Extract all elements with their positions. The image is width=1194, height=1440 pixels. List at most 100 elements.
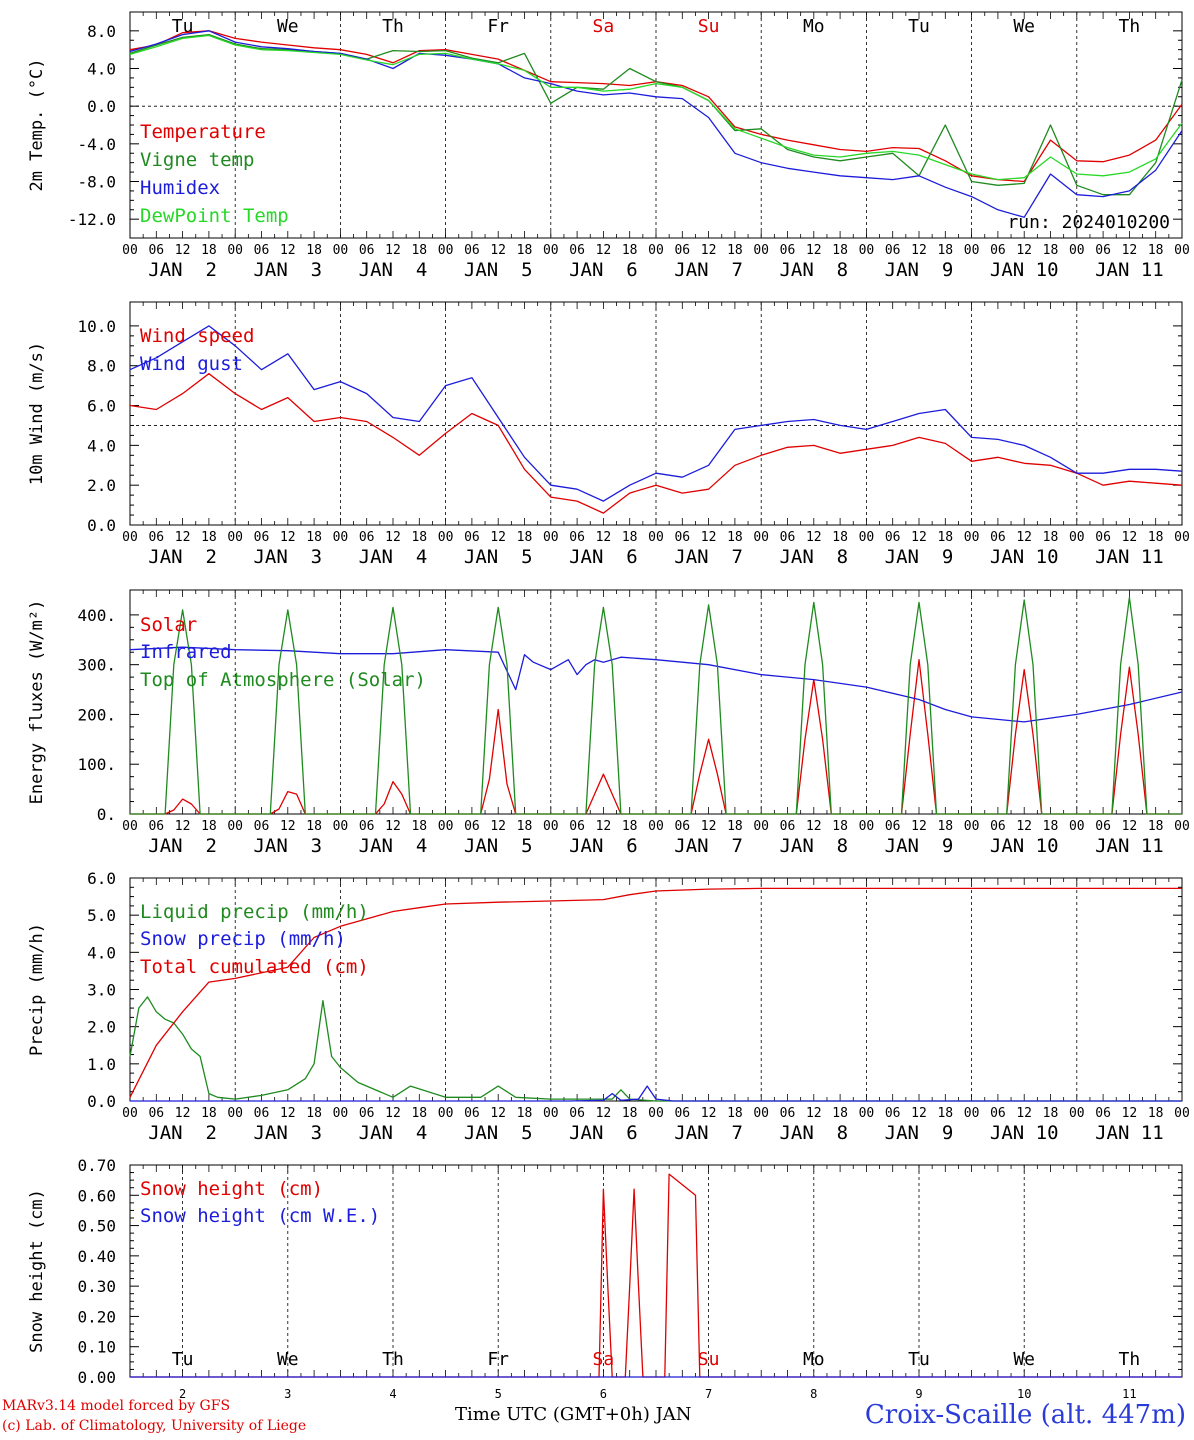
- day-number-label: 3: [284, 1387, 291, 1401]
- hour-tick-label: 00: [648, 243, 664, 258]
- y-tick-label: 0.30: [77, 1277, 116, 1296]
- weekday-label: Th: [382, 16, 404, 37]
- weekday-label: Th: [382, 1349, 404, 1370]
- hour-tick-label: 18: [201, 1106, 217, 1121]
- hour-tick-label: 12: [701, 530, 717, 545]
- hour-tick-label: 00: [333, 1106, 349, 1121]
- hour-tick-label: 12: [490, 530, 506, 545]
- hour-tick-label: 06: [464, 1106, 480, 1121]
- hour-tick-label: 00: [648, 1106, 664, 1121]
- day-number-label: 4: [389, 1387, 396, 1401]
- y-tick-label: 6.0: [87, 397, 116, 416]
- hour-tick-label: 00: [227, 1106, 243, 1121]
- hour-tick-label: 12: [1016, 1106, 1032, 1121]
- hour-tick-label: 06: [1095, 243, 1111, 258]
- hour-tick-label: 18: [1043, 243, 1059, 258]
- day-number-label: 9: [915, 1387, 922, 1401]
- legend-entry: Vigne temp: [140, 149, 254, 171]
- y-tick-label: 0.00: [77, 1368, 116, 1387]
- hour-tick-label: 18: [727, 819, 743, 834]
- date-label: JAN 4: [359, 546, 428, 568]
- hour-tick-label: 00: [122, 1106, 138, 1121]
- hour-tick-label: 12: [490, 243, 506, 258]
- hour-tick-label: 12: [806, 1106, 822, 1121]
- hour-tick-label: 00: [1069, 530, 1085, 545]
- series-line-1-3: [129, 30, 1183, 218]
- series-line-1-4: [129, 34, 1183, 181]
- hour-tick-label: 12: [175, 819, 191, 834]
- day-number-label: 5: [495, 1387, 502, 1401]
- y-axis-label: 10m Wind (m/s): [27, 342, 47, 485]
- hour-tick-label: 00: [859, 819, 875, 834]
- hour-tick-label: 00: [227, 243, 243, 258]
- y-axis-label: Energy fluxes (W/m²): [27, 600, 47, 805]
- hour-tick-label: 18: [937, 530, 953, 545]
- y-tick-label: 3.0: [87, 981, 116, 1000]
- date-label: JAN 2: [148, 259, 217, 281]
- y-tick-label: 200.: [77, 705, 116, 724]
- hour-tick-label: 12: [1122, 530, 1138, 545]
- hour-tick-label: 18: [411, 1106, 427, 1121]
- hour-tick-label: 06: [254, 530, 270, 545]
- y-tick-label: 400.: [77, 606, 116, 625]
- y-tick-label: 8.0: [87, 357, 116, 376]
- y-tick-label: 6.0: [87, 869, 116, 888]
- date-label: JAN 8: [779, 835, 848, 857]
- hour-tick-label: 12: [385, 243, 401, 258]
- date-label: JAN 8: [779, 546, 848, 568]
- series-line-4-2: [130, 1085, 1182, 1102]
- date-label: JAN 6: [569, 1122, 638, 1144]
- legend-entry: Total cumulated (cm): [140, 956, 369, 978]
- weekday-label: Sa: [593, 16, 615, 37]
- y-tick-label: 300.: [77, 656, 116, 675]
- hour-tick-label: 12: [1016, 243, 1032, 258]
- hour-tick-label: 12: [175, 1106, 191, 1121]
- legend-entry: Snow height (cm): [140, 1178, 323, 1200]
- y-tick-label: 100.: [77, 755, 116, 774]
- weekday-label: We: [277, 1349, 299, 1370]
- hour-tick-label: 06: [464, 243, 480, 258]
- hour-tick-label: 00: [543, 530, 559, 545]
- hour-tick-label: 00: [964, 1106, 980, 1121]
- hour-tick-label: 00: [438, 243, 454, 258]
- date-label: JAN 3: [253, 835, 322, 857]
- hour-tick-label: 18: [622, 1106, 638, 1121]
- hour-tick-label: 00: [1069, 243, 1085, 258]
- hour-tick-label: 00: [122, 819, 138, 834]
- hour-tick-label: 06: [148, 1106, 164, 1121]
- y-axis-label: Snow height (cm): [27, 1189, 47, 1353]
- day-number-label: 11: [1122, 1387, 1136, 1401]
- weekday-label: Fr: [487, 16, 509, 37]
- hour-tick-label: 18: [201, 530, 217, 545]
- y-tick-label: 0.0: [87, 1092, 116, 1111]
- weekday-label: Mo: [803, 1349, 825, 1370]
- hour-tick-label: 12: [280, 819, 296, 834]
- hour-tick-label: 00: [753, 530, 769, 545]
- hour-tick-label: 06: [359, 819, 375, 834]
- y-tick-label: 0.0: [87, 516, 116, 535]
- footer-lab-credit: (c) Lab. of Climatology, University of L…: [2, 1418, 307, 1434]
- hour-tick-label: 18: [937, 243, 953, 258]
- hour-tick-label: 00: [1069, 1106, 1085, 1121]
- y-tick-label: -4.0: [77, 135, 116, 154]
- date-label: JAN 10: [990, 1122, 1059, 1144]
- hour-tick-label: 18: [201, 819, 217, 834]
- date-label: JAN 11: [1095, 835, 1164, 857]
- run-label: run: 2024010200: [1007, 212, 1170, 233]
- series-line-3-2: [129, 646, 1183, 723]
- hour-tick-label: 06: [148, 243, 164, 258]
- date-label: JAN 7: [674, 835, 743, 857]
- hour-tick-label: 18: [201, 243, 217, 258]
- hour-tick-label: 00: [648, 530, 664, 545]
- hour-tick-label: 12: [596, 243, 612, 258]
- legend-entry: Wind speed: [140, 325, 254, 347]
- y-tick-label: 0.50: [77, 1217, 116, 1236]
- hour-tick-label: 06: [885, 530, 901, 545]
- hour-tick-label: 00: [333, 243, 349, 258]
- hour-tick-label: 12: [1016, 819, 1032, 834]
- hour-tick-label: 00: [964, 243, 980, 258]
- legend-entry: Liquid precip (mm/h): [140, 901, 369, 923]
- hour-tick-label: 18: [411, 243, 427, 258]
- hour-tick-label: 06: [780, 530, 796, 545]
